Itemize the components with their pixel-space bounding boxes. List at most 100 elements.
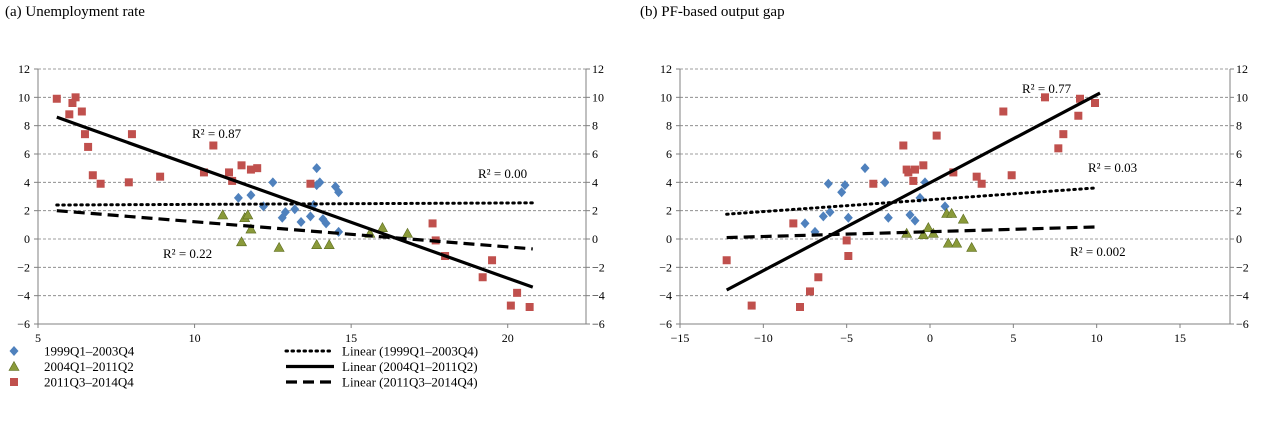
r2-label: R² = 0.03 [1088,160,1137,175]
data-point-diamond [883,212,893,223]
chart-a-title: (a) Unemployment rate [5,4,145,20]
legend-marker-diamond [9,346,19,356]
y-tick-label-right: −2 [1236,260,1249,274]
data-point-square [306,179,315,188]
data-point-square [747,301,756,310]
y-tick-label-right: 0 [592,232,598,246]
x-tick-label: 15 [345,331,357,345]
data-point-square [246,165,255,174]
y-tick-label-left: 8 [666,119,672,133]
y-tick-label-left: 12 [18,62,30,76]
data-point-triangle [245,223,257,234]
y-tick-label-right: 6 [592,147,598,161]
data-point-square [488,256,497,265]
legend-item: 2011Q3–2014Q4 [10,375,134,390]
y-tick-label-right: −2 [592,260,605,274]
y-tick-label-left: 10 [660,90,672,104]
r2-label: R² = 0.87 [192,126,242,141]
data-point-square [1074,111,1083,120]
x-tick-label: 20 [502,331,514,345]
legend-item: 2004Q1–2011Q2 [8,359,134,374]
data-point-square [722,256,731,265]
y-tick-label-right: 10 [1236,90,1248,104]
data-point-square [972,172,981,181]
data-point-square [84,142,93,151]
trendline-solid [56,115,534,289]
data-point-square [253,164,262,173]
data-point-diamond [837,187,847,198]
data-point-square [899,141,908,150]
y-tick-label-left: 6 [24,147,30,161]
y-tick-label-right: 0 [1236,232,1242,246]
data-point-diamond [321,218,331,229]
data-point-square [1041,93,1049,102]
legend-label: 2004Q1–2011Q2 [44,359,134,374]
trendline-dashed [726,225,1096,240]
y-tick-label-right: 12 [1236,62,1248,76]
y-tick-label-left: −2 [659,260,672,274]
data-point-square [225,168,234,177]
y-tick-label-left: 0 [666,232,672,246]
y-tick-label-left: −6 [17,317,30,331]
y-tick-label-right: 6 [1236,147,1242,161]
y-tick-label-left: 10 [18,90,30,104]
data-point-square [1007,171,1016,180]
data-point-square [999,107,1008,116]
data-point-square [1076,94,1084,103]
legend-marker-square [10,378,18,386]
data-point-square [156,172,165,181]
data-point-triangle [922,222,934,232]
data-point-square [796,303,804,311]
data-point-triangle [917,229,929,240]
y-tick-label-left: −6 [659,317,672,331]
y-tick-label-right: 8 [1236,119,1242,133]
data-point-triangle [957,213,969,224]
legend-item: Linear (1999Q1–2003Q4) [284,344,478,359]
trendline-dotted [55,201,535,207]
legend-label: 2011Q3–2014Q4 [44,375,134,390]
legend-item: Linear (2011Q3–2014Q4) [286,375,478,390]
data-point-square [428,219,437,228]
data-point-triangle [273,241,285,252]
data-point-diamond [823,178,833,189]
x-tick-label: −5 [840,331,853,345]
y-tick-label-left: −2 [17,260,30,274]
data-point-square [52,94,61,103]
data-point-square [919,161,928,170]
y-tick-label-left: 2 [666,204,672,218]
data-point-diamond [843,212,853,223]
y-tick-label-left: −4 [659,289,672,303]
data-point-square [80,130,89,139]
x-tick-label: 10 [1091,331,1103,345]
legend-label: Linear (2004Q1–2011Q2) [342,359,478,374]
plot-1: −6 −6 −4 −4 −2 −2 0 0 2 2 4 4 6 6 8 8 10 10 12 12 −15 −10 −5 0 5… [659,62,1249,345]
y-tick-label-left: 0 [24,232,30,246]
data-point-triangle [942,237,954,248]
data-point-diamond [290,204,300,215]
data-point-square [1054,144,1063,153]
data-point-diamond [880,177,890,188]
y-tick-label-left: 4 [666,175,672,189]
data-point-diamond [334,187,344,198]
data-point-diamond [315,177,325,188]
y-tick-label-right: 2 [1236,204,1242,218]
data-point-square [88,171,97,180]
data-point-diamond [305,211,315,222]
data-point-triangle [242,209,254,220]
data-point-square [844,252,853,260]
y-tick-label-left: 4 [24,175,30,189]
legend-label: Linear (1999Q1–2003Q4) [342,344,478,359]
r2-label: R² = 0.00 [478,166,527,181]
data-point-diamond [280,207,290,218]
data-point-square [199,168,208,177]
data-point-triangle [951,237,963,248]
data-point-diamond [800,218,810,229]
x-tick-label: 5 [35,331,41,345]
data-point-square [127,130,136,139]
data-point-square [904,168,913,177]
data-point-square [124,178,133,187]
y-tick-label-right: 4 [1236,175,1242,189]
data-point-square [1059,130,1068,139]
